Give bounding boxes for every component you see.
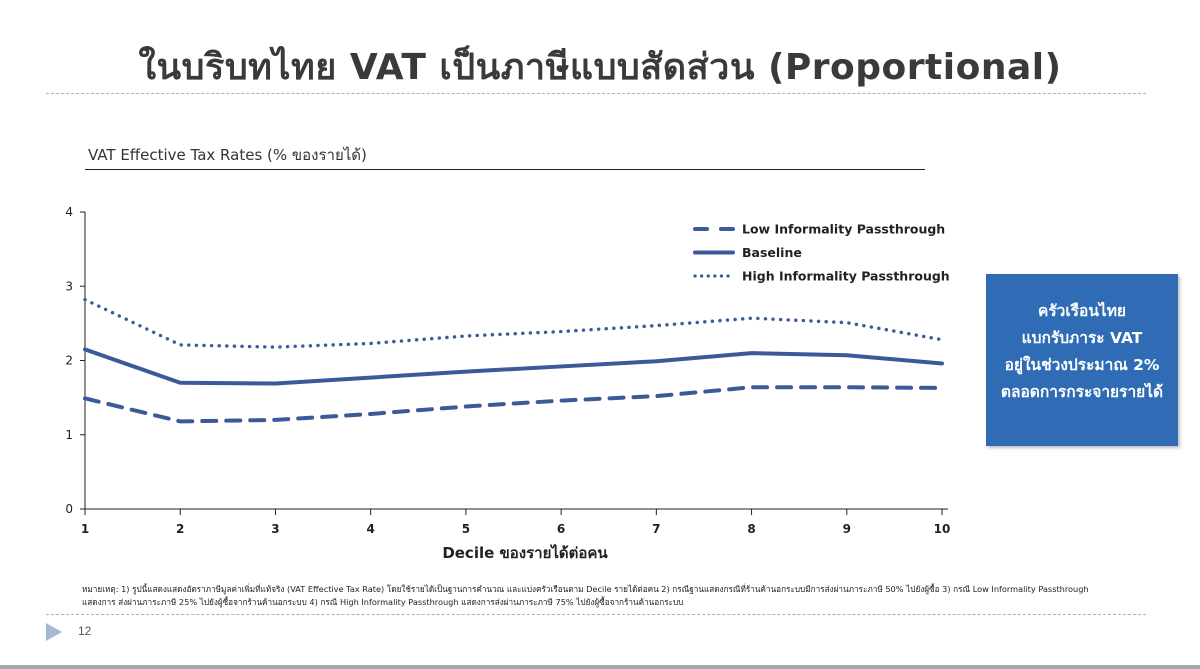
chart-legend: Low Informality Passthrough Baseline High … <box>693 222 950 284</box>
x-tick-label: 7 <box>652 522 660 536</box>
legend-label: Baseline <box>742 245 802 260</box>
x-tick-label: 2 <box>176 522 184 536</box>
callout-line-2: แบกรับภาระ VAT <box>1021 329 1143 347</box>
y-tick-label: 4 <box>65 205 73 219</box>
bottom-bar <box>0 665 1200 669</box>
footnote-line-1: หมายเหตุ: 1) รูปนี้แสดงแสดงอัตราภาษีมูลค… <box>82 584 1089 594</box>
callout-line-4: ตลอดการกระจายรายได้ <box>1000 383 1164 401</box>
chart-series <box>83 297 944 424</box>
x-tick-label: 4 <box>366 522 374 536</box>
x-tick-label: 3 <box>271 522 279 536</box>
callout-line-3: อยู่ในช่วงประมาณ 2% <box>1004 356 1160 374</box>
x-tick-label: 9 <box>843 522 851 536</box>
series-line-solid <box>83 347 944 386</box>
callout-line-1: ครัวเรือนไทย <box>1037 302 1127 320</box>
x-tick-label: 8 <box>747 522 755 536</box>
series-line-dashed <box>83 385 944 424</box>
legend-label: Low Informality Passthrough <box>742 222 945 237</box>
footnote-line-2: แสดงการ ส่งผ่านภาระภาษี 25% ไปยังผู้ซื้อ… <box>82 597 684 607</box>
title-divider <box>46 93 1146 94</box>
slide-title: ในบริบทไทย VAT เป็นภาษีแบบสัดส่วน (Propo… <box>138 47 1062 88</box>
x-axis-title: Decile ของรายได้ต่อคน <box>442 543 608 562</box>
y-tick-label: 3 <box>65 279 73 293</box>
series-line-dotted <box>83 297 944 349</box>
x-tick-label: 1 <box>81 522 89 536</box>
chart-title-underline <box>85 169 925 170</box>
x-tick-label: 10 <box>934 522 951 536</box>
chart-title: VAT Effective Tax Rates (% ของรายได้) <box>88 146 367 164</box>
page-number: 12 <box>78 624 92 638</box>
callout-box: ครัวเรือนไทย แบกรับภาระ VAT อยู่ในช่วงปร… <box>986 274 1178 446</box>
x-tick-label: 6 <box>557 522 565 536</box>
y-tick-label: 1 <box>65 428 73 442</box>
y-tick-label: 2 <box>65 354 73 368</box>
next-slide-arrow-icon[interactable] <box>46 623 62 641</box>
x-tick-label: 5 <box>462 522 470 536</box>
footnote: หมายเหตุ: 1) รูปนี้แสดงแสดงอัตราภาษีมูลค… <box>82 583 1142 609</box>
y-tick-label: 0 <box>65 502 73 516</box>
legend-label: High Informality Passthrough <box>742 269 950 284</box>
footer-divider <box>46 614 1146 615</box>
